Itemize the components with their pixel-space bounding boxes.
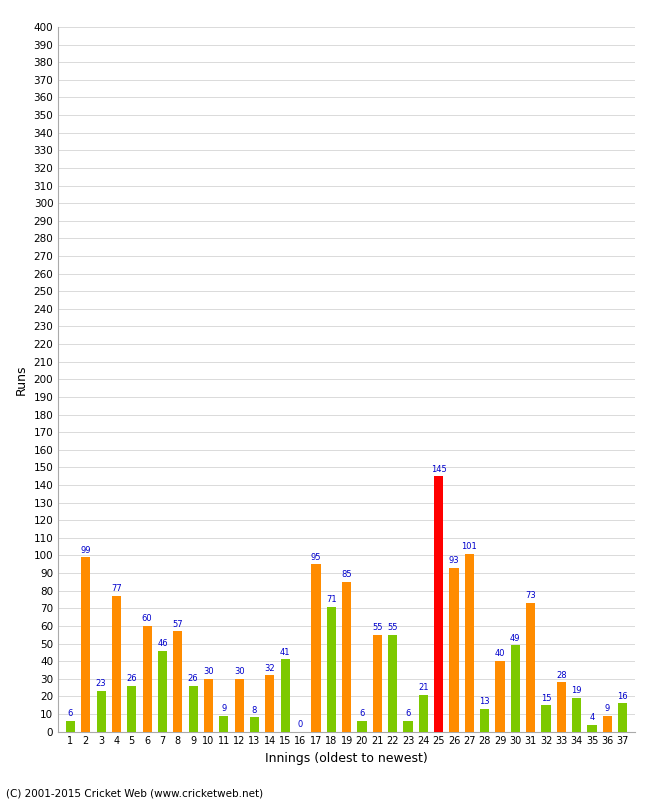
Text: 13: 13 xyxy=(479,697,490,706)
Bar xyxy=(342,582,351,731)
Bar xyxy=(434,476,443,731)
Text: 49: 49 xyxy=(510,634,521,642)
Text: 30: 30 xyxy=(203,667,214,676)
Bar xyxy=(127,686,136,731)
Text: 55: 55 xyxy=(372,623,382,632)
Bar xyxy=(327,606,336,731)
Bar xyxy=(618,703,627,731)
Text: 26: 26 xyxy=(188,674,198,683)
Bar xyxy=(388,634,397,731)
Text: 6: 6 xyxy=(68,710,73,718)
Text: 73: 73 xyxy=(525,591,536,600)
Bar xyxy=(495,661,504,731)
Bar xyxy=(219,716,228,731)
Bar xyxy=(404,721,413,731)
Bar xyxy=(526,603,536,731)
Bar xyxy=(465,554,474,731)
Text: 9: 9 xyxy=(604,704,610,713)
Bar xyxy=(603,716,612,731)
Bar xyxy=(480,709,489,731)
Bar xyxy=(142,626,151,731)
Bar xyxy=(112,596,121,731)
Bar xyxy=(204,678,213,731)
Text: 60: 60 xyxy=(142,614,153,623)
Text: 30: 30 xyxy=(234,667,244,676)
Bar xyxy=(358,721,367,731)
Bar xyxy=(250,718,259,731)
Text: 77: 77 xyxy=(111,584,122,594)
Bar xyxy=(174,631,183,731)
Text: 85: 85 xyxy=(341,570,352,579)
Text: 4: 4 xyxy=(590,713,595,722)
Bar xyxy=(265,675,274,731)
Bar xyxy=(557,682,566,731)
Bar xyxy=(541,705,551,731)
Text: 0: 0 xyxy=(298,720,303,729)
Text: 46: 46 xyxy=(157,639,168,648)
Text: 8: 8 xyxy=(252,706,257,715)
Text: 15: 15 xyxy=(541,694,551,702)
Bar xyxy=(188,686,198,731)
Text: 28: 28 xyxy=(556,670,567,680)
Bar xyxy=(588,725,597,731)
Bar xyxy=(158,650,167,731)
Text: 145: 145 xyxy=(431,465,447,474)
Text: 55: 55 xyxy=(387,623,398,632)
Bar xyxy=(311,564,320,731)
Bar xyxy=(66,721,75,731)
Text: 71: 71 xyxy=(326,595,337,604)
Text: 57: 57 xyxy=(172,619,183,629)
Y-axis label: Runs: Runs xyxy=(15,364,28,394)
Text: 19: 19 xyxy=(571,686,582,695)
Text: 101: 101 xyxy=(462,542,477,551)
Text: 6: 6 xyxy=(359,710,365,718)
Text: 16: 16 xyxy=(618,692,628,701)
Bar xyxy=(419,694,428,731)
Text: 32: 32 xyxy=(265,663,275,673)
Text: 6: 6 xyxy=(405,710,411,718)
Bar xyxy=(81,557,90,731)
Text: 95: 95 xyxy=(311,553,321,562)
Text: 23: 23 xyxy=(96,679,107,689)
Bar xyxy=(235,678,244,731)
Bar xyxy=(281,659,290,731)
Text: 41: 41 xyxy=(280,648,291,657)
Bar xyxy=(96,691,106,731)
Bar xyxy=(449,568,458,731)
X-axis label: Innings (oldest to newest): Innings (oldest to newest) xyxy=(265,752,428,765)
Text: 40: 40 xyxy=(495,650,505,658)
Text: 93: 93 xyxy=(448,556,460,565)
Bar xyxy=(511,646,520,731)
Text: 99: 99 xyxy=(81,546,91,554)
Bar xyxy=(572,698,581,731)
Text: 26: 26 xyxy=(127,674,137,683)
Text: 21: 21 xyxy=(418,683,428,692)
Bar xyxy=(372,634,382,731)
Text: (C) 2001-2015 Cricket Web (www.cricketweb.net): (C) 2001-2015 Cricket Web (www.cricketwe… xyxy=(6,788,264,798)
Text: 9: 9 xyxy=(221,704,226,713)
